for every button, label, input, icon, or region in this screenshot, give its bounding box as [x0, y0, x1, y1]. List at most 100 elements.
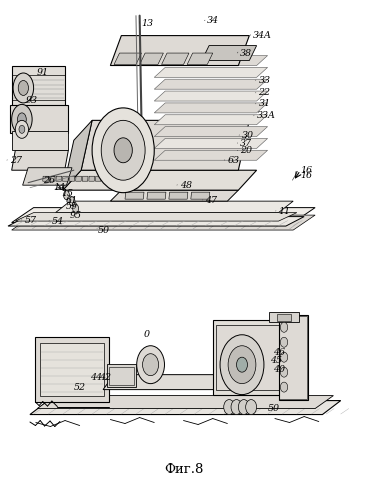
Polygon shape	[30, 400, 341, 414]
Ellipse shape	[69, 196, 75, 205]
Polygon shape	[95, 176, 101, 181]
Bar	[109, 367, 134, 384]
Polygon shape	[89, 176, 95, 181]
Polygon shape	[56, 176, 62, 181]
Polygon shape	[12, 208, 315, 222]
Ellipse shape	[92, 108, 154, 192]
Text: 38: 38	[240, 48, 252, 58]
Polygon shape	[12, 150, 68, 170]
Text: 57: 57	[25, 216, 36, 224]
Text: 13: 13	[141, 18, 153, 28]
Polygon shape	[115, 176, 121, 181]
Polygon shape	[37, 396, 333, 408]
Polygon shape	[102, 176, 108, 181]
Polygon shape	[154, 91, 268, 101]
Polygon shape	[187, 53, 213, 64]
Polygon shape	[154, 138, 268, 148]
Text: 40: 40	[273, 364, 285, 374]
Polygon shape	[81, 120, 249, 170]
Text: 14: 14	[54, 182, 66, 192]
Polygon shape	[55, 201, 293, 212]
Polygon shape	[82, 176, 88, 181]
Ellipse shape	[15, 120, 29, 138]
Polygon shape	[154, 103, 268, 113]
Polygon shape	[63, 120, 92, 190]
Polygon shape	[147, 192, 166, 199]
Ellipse shape	[63, 190, 69, 200]
Text: 20: 20	[240, 146, 252, 156]
Text: 50: 50	[268, 404, 280, 412]
Polygon shape	[154, 150, 268, 160]
Polygon shape	[122, 176, 128, 181]
Bar	[36, 338, 109, 402]
Polygon shape	[109, 176, 115, 181]
Polygon shape	[23, 168, 72, 185]
Polygon shape	[114, 53, 141, 64]
Text: 11: 11	[279, 206, 291, 216]
Text: 54: 54	[52, 216, 64, 226]
Ellipse shape	[18, 113, 26, 126]
Text: 31: 31	[258, 100, 270, 108]
Polygon shape	[43, 176, 48, 181]
Ellipse shape	[280, 367, 288, 377]
Text: 61: 61	[66, 196, 78, 204]
Text: 91: 91	[37, 68, 48, 78]
Bar	[279, 316, 307, 398]
Polygon shape	[125, 192, 144, 199]
Ellipse shape	[142, 354, 159, 376]
Polygon shape	[202, 46, 257, 60]
Bar	[213, 320, 286, 394]
Ellipse shape	[280, 322, 288, 332]
Polygon shape	[154, 126, 268, 136]
Ellipse shape	[236, 357, 247, 372]
Text: 16: 16	[301, 166, 312, 174]
Polygon shape	[62, 176, 68, 181]
Ellipse shape	[114, 138, 132, 162]
Text: 44: 44	[90, 372, 102, 382]
Bar	[12, 132, 68, 150]
Ellipse shape	[224, 400, 235, 414]
Polygon shape	[139, 53, 163, 64]
Text: 63: 63	[228, 156, 239, 165]
Polygon shape	[8, 216, 304, 226]
Polygon shape	[63, 170, 257, 190]
Bar	[279, 315, 308, 400]
Polygon shape	[154, 56, 268, 66]
Polygon shape	[169, 192, 188, 199]
Text: Фиг.8: Фиг.8	[164, 463, 203, 476]
Bar	[40, 343, 104, 396]
Text: 50: 50	[98, 226, 110, 234]
Polygon shape	[154, 68, 268, 78]
Polygon shape	[110, 190, 238, 201]
Text: 33A: 33A	[257, 112, 276, 120]
Bar	[10, 106, 68, 133]
Ellipse shape	[280, 352, 288, 362]
Polygon shape	[76, 176, 81, 181]
Ellipse shape	[238, 400, 249, 414]
Text: 0: 0	[143, 330, 149, 340]
Ellipse shape	[280, 382, 288, 392]
Text: 45: 45	[270, 356, 283, 365]
Text: 42: 42	[99, 372, 111, 382]
Bar	[277, 314, 291, 321]
Ellipse shape	[19, 126, 25, 134]
Text: 59: 59	[66, 202, 78, 211]
Text: 33: 33	[258, 76, 270, 85]
Text: 16: 16	[301, 170, 312, 179]
Ellipse shape	[220, 335, 264, 394]
Polygon shape	[191, 192, 210, 199]
Polygon shape	[103, 374, 249, 390]
Text: 34: 34	[207, 16, 219, 25]
Ellipse shape	[231, 400, 242, 414]
Ellipse shape	[73, 204, 79, 213]
Text: 30: 30	[242, 131, 254, 140]
Text: 47: 47	[206, 196, 217, 204]
Text: 93: 93	[26, 96, 37, 105]
Ellipse shape	[101, 120, 145, 180]
Ellipse shape	[228, 346, 256, 384]
Text: 52: 52	[74, 382, 86, 392]
Text: 15: 15	[61, 189, 73, 198]
Ellipse shape	[13, 73, 34, 103]
Bar	[107, 364, 136, 386]
Polygon shape	[110, 36, 249, 66]
